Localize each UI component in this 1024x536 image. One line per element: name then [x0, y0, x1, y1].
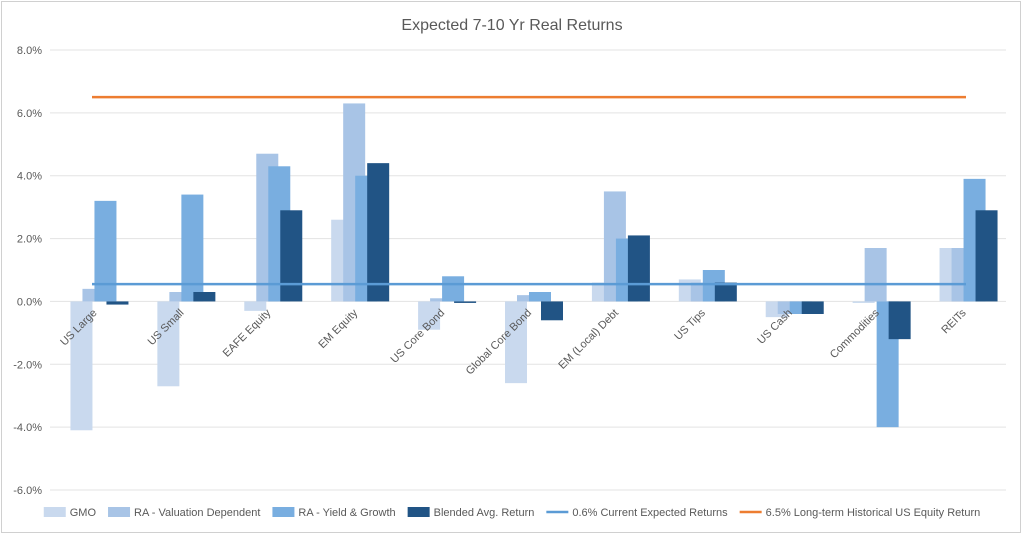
y-tick-label: 8.0%: [17, 45, 42, 57]
bar-1-global-core-bond: [505, 301, 527, 384]
legend-label-5: 0.6% Current Expected Returns: [572, 507, 728, 519]
bar-4-global-core-bond: [541, 301, 563, 321]
bar-layer: [70, 103, 998, 431]
bar-1-commodities: [852, 301, 875, 303]
bar-4-us-small: [193, 292, 216, 302]
bar-4-em-equity: [367, 163, 390, 302]
category-label: US Core Bond: [389, 307, 448, 366]
bar-2-us-small: [169, 292, 192, 302]
bar-4-us-cash: [801, 301, 824, 314]
category-label: EAFE Equity: [221, 307, 274, 360]
bar-4-reits: [975, 210, 998, 302]
bar-3-us-large: [94, 200, 117, 302]
bar-2-commodities: [864, 248, 887, 302]
legend-swatch-4: [407, 507, 430, 517]
bar-4-us-tips: [714, 282, 737, 302]
category-label: EM Equity: [316, 307, 360, 351]
category-label: US Tips: [672, 307, 708, 343]
y-tick-label: 4.0%: [17, 171, 42, 183]
category-label: REITs: [939, 307, 969, 337]
line-layer: [92, 95, 966, 286]
legend-label-1: GMO: [70, 507, 97, 519]
y-tick-label: 6.0%: [17, 108, 42, 120]
bar-2-global-core-bond: [517, 295, 539, 302]
legend-swatch-3: [272, 507, 295, 517]
bar-1-us-small: [157, 301, 180, 387]
bar-4-em-local-debt: [627, 235, 650, 302]
y-tick-label: -2.0%: [13, 359, 42, 371]
category-label: Commodities: [828, 307, 882, 361]
bar-4-us-core-bond: [454, 301, 477, 303]
legend-swatch-2: [108, 507, 131, 517]
bar-2-us-core-bond: [430, 298, 453, 302]
legend-label-3: RA - Yield & Growth: [298, 507, 395, 519]
legend-swatch-1: [43, 507, 66, 517]
bar-4-us-large: [106, 301, 129, 305]
y-tick-label: 2.0%: [17, 234, 42, 246]
bar-3-us-small: [181, 194, 204, 302]
y-tick-label: 0.0%: [17, 296, 42, 308]
bar-4-commodities: [888, 301, 911, 340]
bar-3-us-core-bond: [442, 276, 465, 302]
chart-title: Expected 7-10 Yr Real Returns: [401, 17, 622, 34]
bar-4-eafe-equity: [280, 210, 303, 302]
bar-1-us-large: [70, 301, 93, 431]
category-label: EM (Local) Debt: [556, 307, 621, 372]
legend-label-4: Blended Avg. Return: [434, 507, 535, 519]
grid-layer: 8.0% 6.0% 4.0% 2.0% 0.0% -2.0% -4.0% -6.0%: [13, 45, 1006, 497]
y-tick-label: -4.0%: [13, 422, 42, 434]
legend-label-6: 6.5% Long-term Historical US Equity Retu…: [766, 507, 981, 519]
y-tick-label: -6.0%: [13, 485, 42, 497]
bar-1-eafe-equity: [244, 301, 267, 311]
bar-3-global-core-bond: [529, 292, 551, 302]
legend: GMO RA - Valuation Dependent RA - Yield & …: [43, 507, 981, 519]
bar-1-us-core-bond: [418, 301, 441, 330]
legend-label-2: RA - Valuation Dependent: [134, 507, 260, 519]
